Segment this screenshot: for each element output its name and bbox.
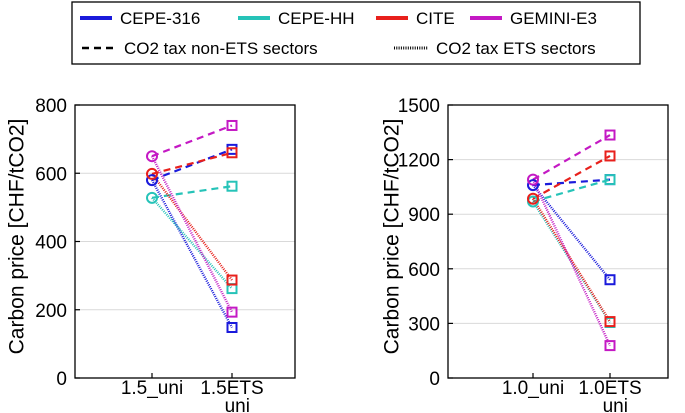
left-gemini-e3-start-marker (146, 150, 158, 163)
legend-entry-gemini-e3: GEMINI-E3 (470, 9, 597, 28)
left-gemini-e3-non-ets-line (151, 124, 233, 158)
right-cite-ets-line (531, 198, 612, 323)
right-panel: 0 300 600 900 1200 1500 1.0_uni 1.0ETS _uni Carb… (381, 96, 669, 413)
legend-label-non-ets: CO2 tax non-ETS sectors (124, 39, 318, 58)
left-panel-ticks: 0 200 400 600 800 1.5_uni 1.5ETS _uni (35, 96, 263, 413)
legend-label-gemini-e3: GEMINI-E3 (510, 9, 597, 28)
left-cepe-316-ets-line (150, 179, 234, 329)
legend-label-cite: CITE (416, 9, 455, 28)
left-ytick-label-600: 600 (35, 164, 67, 185)
right-ytick-label-1500: 1500 (398, 96, 440, 117)
legend: CEPE-316 CEPE-HH CITE GEMINI-E3 CO2 tax … (71, 1, 641, 65)
left-panel-axes (74, 104, 296, 379)
left-cepe-hh-non-ets-line (151, 185, 233, 199)
right-xtick-label-0: 1.0_uni (502, 378, 564, 399)
right-gemini-e3-ets-line (531, 179, 612, 347)
right-panel-ticks: 0 300 600 900 1200 1500 1.0_uni 1.0ETS _uni (398, 96, 642, 413)
legend-entry-cite: CITE (376, 9, 455, 28)
left-cite-ets-marker (226, 274, 238, 286)
legend-box (71, 1, 641, 65)
left-cepe-hh-non-ets-marker (226, 180, 238, 192)
left-cepe-316-ets-marker (226, 321, 238, 333)
left-cepe-316-start-marker (146, 174, 158, 187)
left-cite-ets-line (151, 173, 233, 281)
left-panel: 0 200 400 600 800 1.5_uni 1.5ETS _uni Carbon pr… (6, 96, 296, 413)
left-cepe-316-non-ets-line (151, 148, 233, 182)
legend-entry-cepe-hh: CEPE-HH (238, 9, 355, 28)
right-cite-non-ets-marker (604, 150, 616, 162)
right-cite-ets-marker (604, 316, 616, 328)
right-cite-start-marker (527, 192, 539, 205)
left-xtick-label-1: 1.5ETS _uni (200, 378, 263, 413)
left-cepe-hh-ets-line (151, 197, 233, 290)
left-ytick-label-200: 200 (35, 301, 67, 322)
legend-label-ets: CO2 tax ETS sectors (436, 39, 596, 58)
right-cepe-hh-non-ets-line (532, 178, 611, 203)
left-panel-marks (146, 119, 238, 333)
right-xtick-label-1: 1.0ETS _uni (578, 378, 641, 413)
left-gemini-e3-ets-line (150, 155, 234, 313)
right-ytick-label-900: 900 (408, 205, 440, 226)
right-axes-box (447, 104, 669, 379)
legend-entry-ets: CO2 tax ETS sectors (394, 39, 596, 58)
left-cite-non-ets-line (151, 151, 233, 175)
legend-entry-non-ets: CO2 tax non-ETS sectors (82, 39, 318, 58)
legend-label-cepe-316: CEPE-316 (120, 9, 200, 28)
left-ytick-label-400: 400 (35, 233, 67, 254)
right-cepe-316-start-marker (527, 179, 539, 192)
right-gemini-e3-non-ets-marker (604, 129, 616, 141)
legend-label-cepe-hh: CEPE-HH (278, 9, 355, 28)
right-gemini-e3-start-marker (527, 173, 539, 186)
right-cite-non-ets-line (532, 154, 611, 200)
right-ytick-label-1200: 1200 (398, 151, 440, 172)
left-cite-start-marker (146, 167, 158, 180)
left-ytick-label-800: 800 (35, 96, 67, 117)
left-cepe-hh-start-marker (146, 191, 158, 204)
left-panel-grid (75, 172, 295, 311)
right-cepe-hh-non-ets-marker (604, 174, 616, 186)
right-panel-axes (447, 104, 669, 379)
right-panel-marks (527, 129, 616, 352)
right-cepe-316-ets-marker (604, 274, 616, 286)
left-cite-non-ets-marker (226, 147, 238, 159)
left-xtick-label-0: 1.5_uni (121, 378, 183, 399)
left-gemini-e3-ets-marker (226, 306, 238, 318)
left-gemini-e3-non-ets-marker (226, 119, 238, 131)
right-ytick-label-0: 0 (429, 369, 440, 390)
right-gemini-e3-non-ets-line (532, 134, 611, 181)
right-ytick-label-300: 300 (408, 314, 440, 335)
right-cepe-316-ets-line (532, 184, 611, 281)
right-cepe-316-non-ets-line (532, 178, 611, 187)
left-panel-y-axis-label: Carbon price [CHF/tCO2] (6, 119, 29, 355)
right-ytick-label-600: 600 (408, 260, 440, 281)
legend-entry-cepe-316: CEPE-316 (80, 9, 200, 28)
right-gemini-e3-ets-marker (604, 340, 616, 352)
right-panel-y-axis-label: Carbon price [CHF/tCO2] (381, 119, 404, 355)
left-ytick-label-0: 0 (56, 369, 67, 390)
